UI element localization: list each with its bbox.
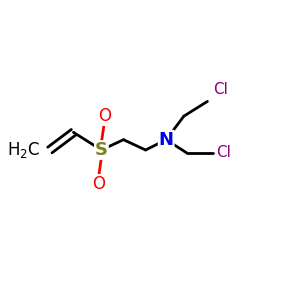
- Text: S: S: [95, 141, 108, 159]
- Text: N: N: [159, 131, 174, 149]
- Text: O: O: [92, 175, 105, 193]
- Text: O: O: [98, 107, 111, 125]
- Text: Cl: Cl: [216, 146, 231, 160]
- Text: Cl: Cl: [213, 82, 228, 97]
- Text: $\mathregular{H_2C}$: $\mathregular{H_2C}$: [7, 140, 40, 160]
